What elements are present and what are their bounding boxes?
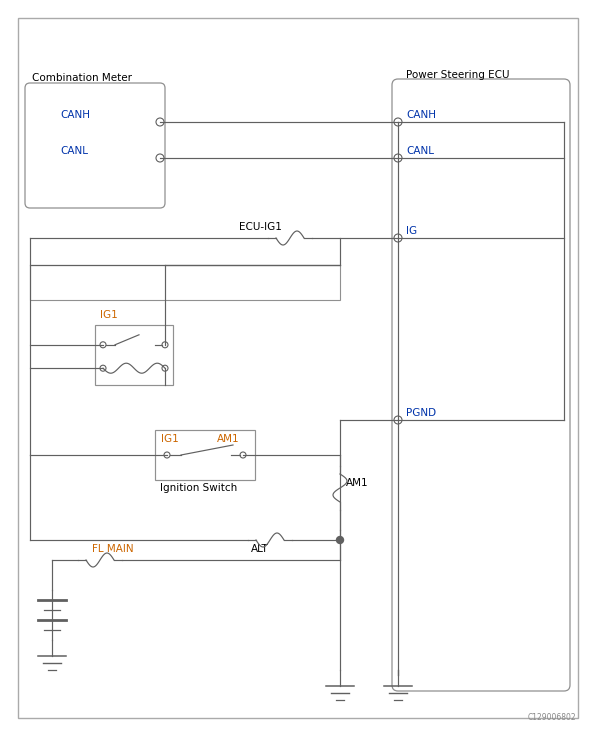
Text: IG1: IG1 [100,310,118,320]
FancyBboxPatch shape [392,79,570,691]
Text: Ignition Switch: Ignition Switch [160,483,237,493]
Bar [30,265,340,300]
Text: IG: IG [406,226,417,236]
Text: CANH: CANH [406,110,436,120]
Text: ECU-IG1: ECU-IG1 [238,222,281,232]
Bar [95,325,173,385]
Text: PGND: PGND [406,408,436,418]
Text: CANL: CANL [60,146,88,156]
FancyBboxPatch shape [18,18,578,718]
Text: IG1: IG1 [161,434,179,444]
FancyBboxPatch shape [25,83,165,208]
Circle shape [337,537,343,543]
Text: C129006802: C129006802 [527,713,576,722]
Text: FL MAIN: FL MAIN [92,544,134,554]
Text: AM1: AM1 [217,434,240,444]
Text: CANL: CANL [406,146,434,156]
Text: Power Steering ECU: Power Steering ECU [406,70,510,80]
Bar [155,430,255,480]
Text: AM1: AM1 [346,478,368,488]
Text: CANH: CANH [60,110,90,120]
Text: Combination Meter: Combination Meter [32,73,132,83]
Text: ALT: ALT [251,544,269,554]
